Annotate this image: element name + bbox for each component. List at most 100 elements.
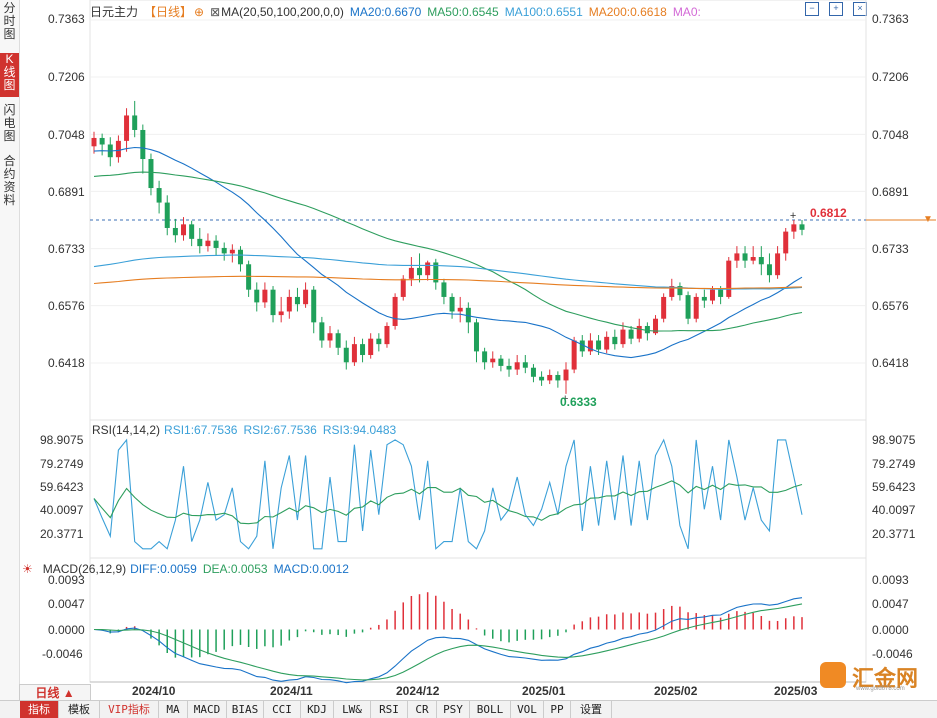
macd-tick: 0.0000	[48, 623, 85, 637]
rsi-tick: 59.6423	[40, 480, 84, 494]
candle-body	[677, 286, 683, 296]
candle-body	[604, 336, 610, 350]
rsi-tick: 98.9075	[40, 433, 84, 447]
ma200-line	[93, 275, 803, 290]
tab-settings[interactable]: 设置	[571, 701, 612, 718]
candle-body	[734, 253, 740, 261]
candle-body	[457, 307, 463, 312]
rsi-tick: 40.0097	[872, 503, 916, 517]
indicator-rsi[interactable]: RSI	[371, 701, 408, 718]
rsi2-value: RSI2:67.7536	[243, 423, 317, 437]
rsi1-line	[93, 480, 803, 525]
price-tick: 0.6891	[872, 185, 909, 199]
candle-body	[384, 325, 390, 345]
candle-body	[376, 338, 382, 345]
indicator-cci[interactable]: CCI	[264, 701, 301, 718]
low-label: 0.6333	[560, 395, 597, 409]
zoom-in-icon[interactable]: +	[829, 2, 843, 16]
rsi-legend: RSI(14,14,2) RSI1:67.7536 RSI2:67.7536 RSI3…	[92, 423, 402, 437]
high-marker: +	[790, 210, 796, 222]
date-tick: 2025/03	[774, 684, 818, 698]
candle-body	[303, 289, 309, 305]
tab-kline[interactable]: K 线 图	[0, 53, 19, 97]
candle-body	[644, 325, 650, 334]
tab-timeshare[interactable]: 分 时 图	[3, 1, 16, 41]
indicator-kdj[interactable]: KDJ	[301, 701, 334, 718]
indicator-boll[interactable]: BOLL	[470, 701, 511, 718]
candle-body	[400, 278, 406, 297]
candle-body	[441, 282, 447, 297]
macd-value: MACD:0.0012	[273, 562, 349, 576]
price-tick: 0.6733	[872, 242, 909, 256]
candle-body	[270, 289, 276, 316]
candle-body	[750, 257, 756, 261]
candle-body	[132, 115, 138, 130]
indicator-pp[interactable]: PP	[544, 701, 571, 718]
candles-layer	[91, 100, 805, 394]
diff-line	[93, 597, 803, 684]
ma20-line	[93, 146, 803, 359]
candle-body	[726, 260, 732, 297]
tab-flash[interactable]: 闪 电 图	[3, 103, 16, 143]
rsi3-line	[93, 438, 803, 550]
ma-lines-layer	[93, 146, 803, 359]
rsi-tick: 98.9075	[872, 433, 916, 447]
indicator-macd[interactable]: MACD	[188, 701, 227, 718]
date-tick: 2024/10	[132, 684, 176, 698]
candle-body	[205, 240, 211, 247]
price-marker-icon: ▼	[923, 214, 933, 225]
rsi-lines-layer	[93, 438, 803, 550]
candle-body	[262, 289, 268, 303]
price-tick: 0.6576	[48, 299, 85, 313]
view-sidebar: 分 时 图 K 线 图 闪 电 图 合 约 资 料	[0, 0, 20, 700]
ma20-value: MA20:0.6670	[349, 5, 422, 19]
candle-body	[140, 129, 146, 160]
logo-text: 汇金网	[852, 666, 919, 691]
dea-value: DEA:0.0053	[202, 562, 268, 576]
zoom-out-icon[interactable]: −	[805, 2, 819, 16]
tab-indicators[interactable]: 指标	[20, 701, 59, 718]
macd-legend: ☀ MACD(26,12,9) DIFF:0.0059 DEA:0.0053 MACD:…	[22, 562, 355, 576]
candle-body	[783, 231, 789, 254]
indicator-vol[interactable]: VOL	[511, 701, 544, 718]
candle-body	[237, 249, 243, 265]
candle-body	[612, 336, 618, 345]
candle-body	[124, 115, 130, 141]
candle-body	[742, 253, 748, 261]
date-tick: 2025/01	[522, 684, 566, 698]
candle-body	[335, 333, 341, 348]
candle-body	[254, 289, 260, 303]
indicator-ma[interactable]: MA	[159, 701, 188, 718]
candle-body	[653, 318, 659, 334]
indicator-psy[interactable]: PSY	[437, 701, 470, 718]
candle-body	[172, 227, 178, 236]
candle-body	[791, 224, 797, 232]
ma50-line	[93, 171, 803, 332]
candle-body	[522, 362, 528, 368]
candle-body	[661, 296, 667, 319]
candle-body	[701, 296, 707, 301]
tab-templates[interactable]: 模板	[59, 701, 100, 718]
macd-tick: -0.0046	[872, 647, 913, 661]
candle-body	[425, 262, 431, 276]
price-tick: 0.6576	[872, 299, 909, 313]
price-tick: 0.6418	[872, 356, 909, 370]
candle-body	[294, 296, 300, 305]
candle-body	[775, 253, 781, 276]
indicator-cr[interactable]: CR	[408, 701, 437, 718]
candle-body	[449, 296, 455, 312]
period-tag: 【日线】	[144, 5, 193, 19]
settings-circle-icon[interactable]: ⊕	[194, 5, 205, 19]
tab-vip-indicators[interactable]: VIP指标	[100, 701, 159, 718]
indicator-bias[interactable]: BIAS	[227, 701, 264, 718]
candle-body	[319, 322, 325, 341]
indicator-toggle-icon[interactable]: ⊠	[210, 5, 221, 19]
date-tick: 2025/02	[654, 684, 698, 698]
candle-body	[99, 137, 105, 145]
candle-body	[213, 240, 219, 248]
tab-contract-info[interactable]: 合 约 资 料	[3, 154, 16, 207]
macd-settings-icon[interactable]: ☀	[22, 562, 33, 576]
candle-body	[148, 159, 154, 189]
indicator-lw[interactable]: LW&	[334, 701, 371, 718]
